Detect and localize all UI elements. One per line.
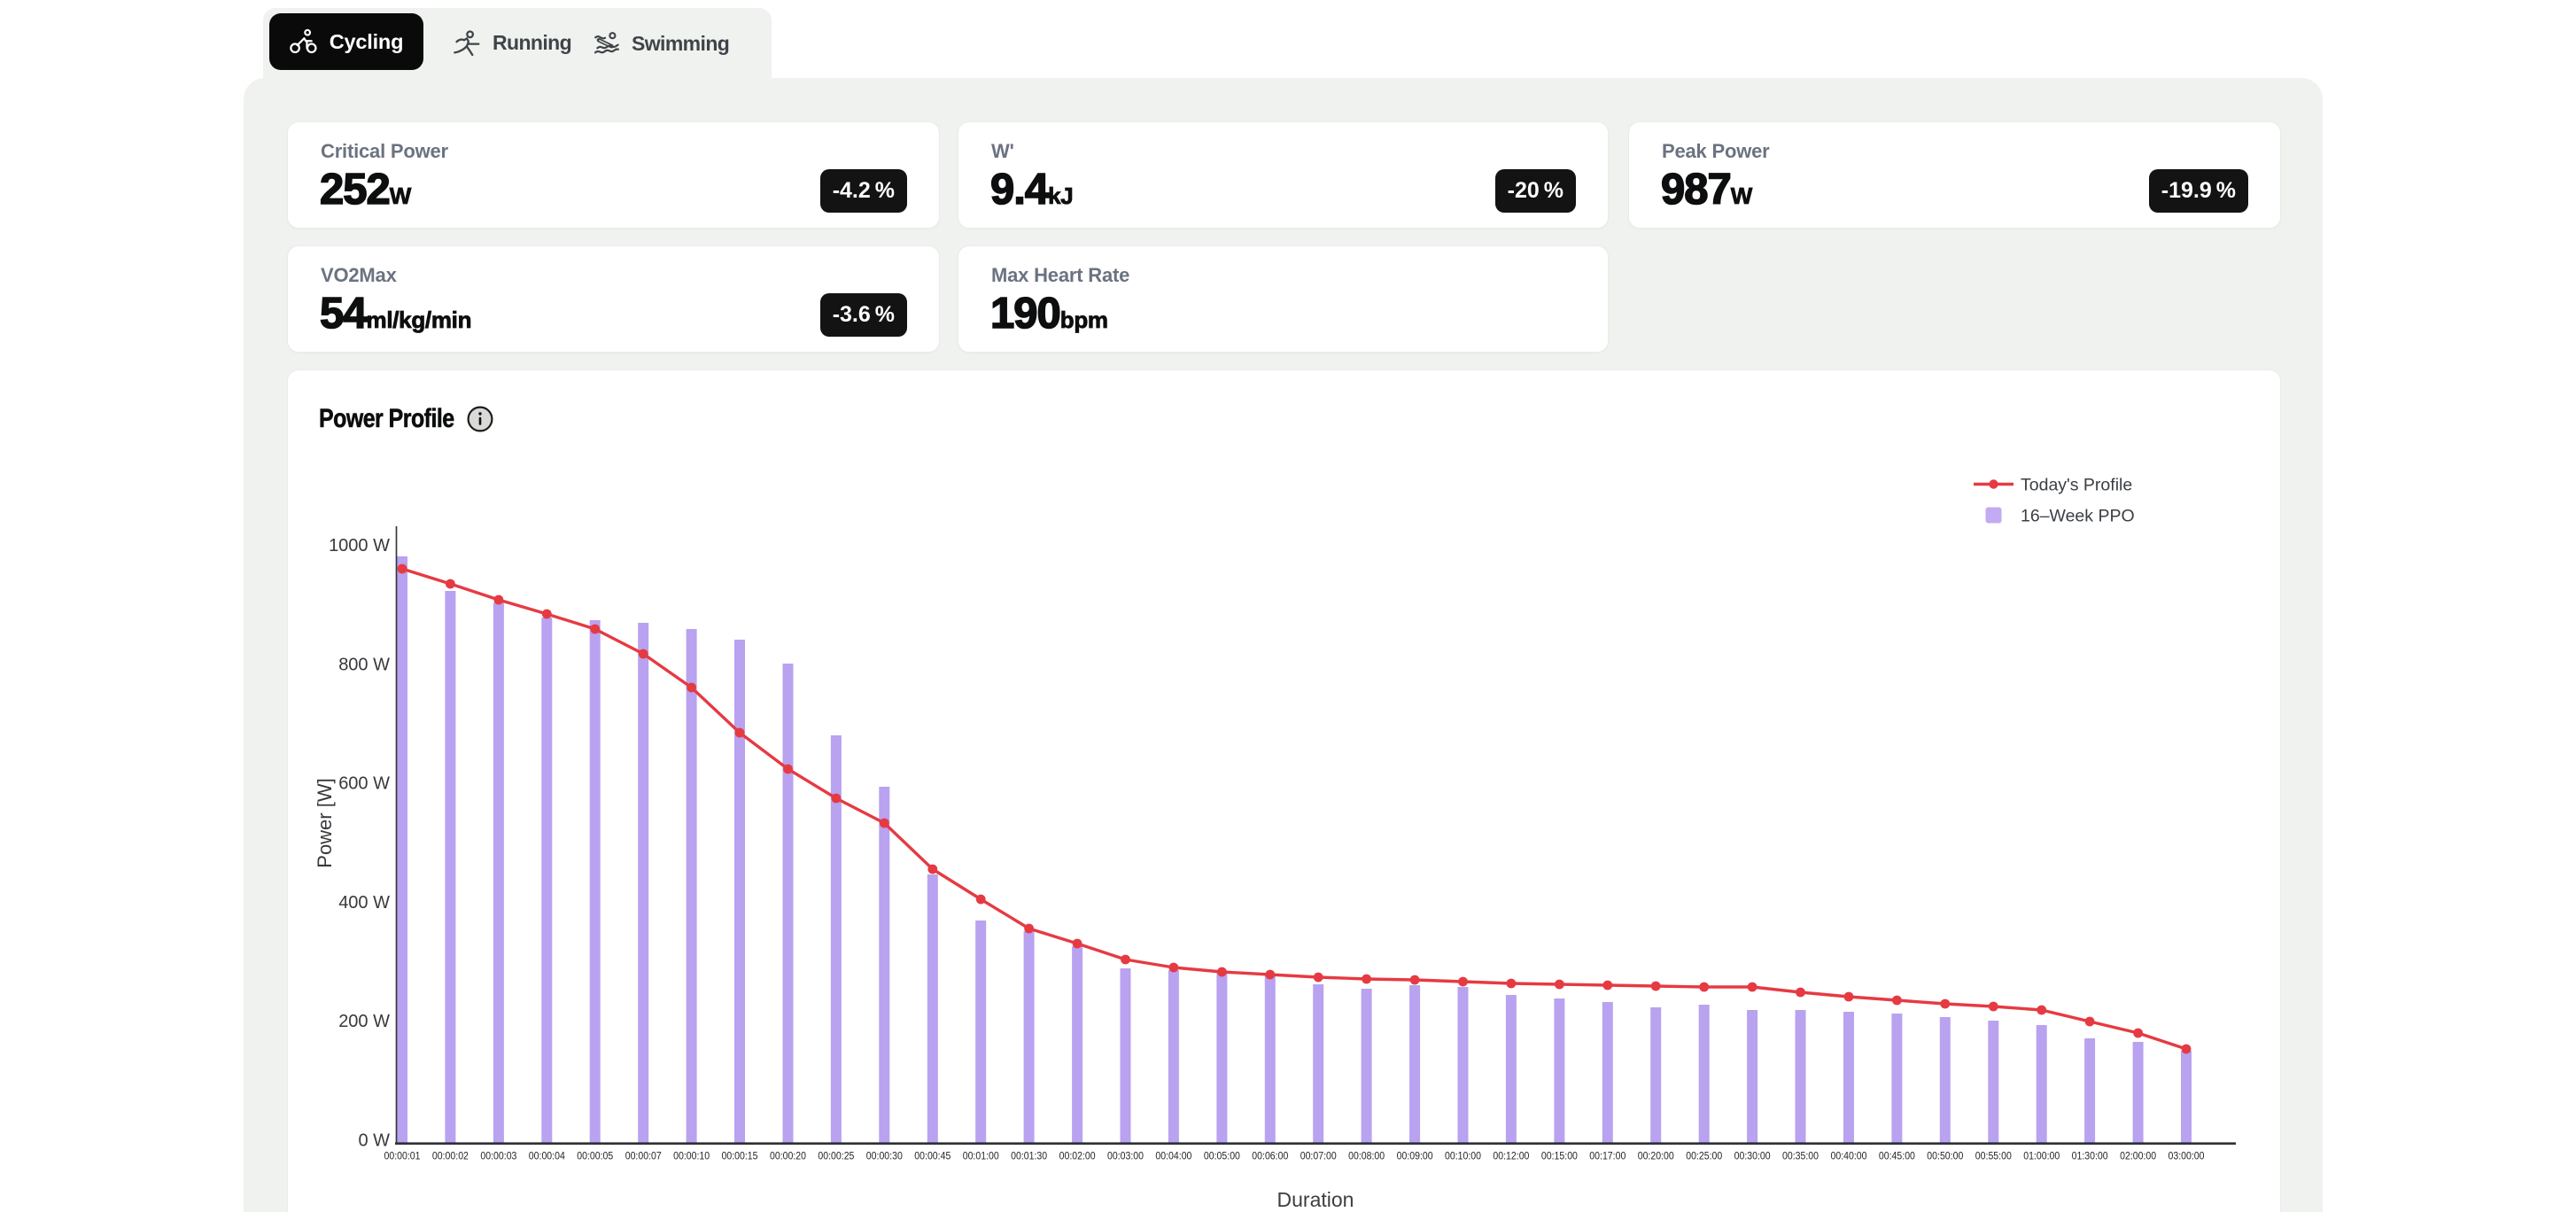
svg-text:00:12:00: 00:12:00 — [1493, 1151, 1529, 1162]
svg-text:00:20:00: 00:20:00 — [1638, 1151, 1674, 1162]
svg-text:00:15:00: 00:15:00 — [1541, 1151, 1578, 1162]
svg-text:00:17:00: 00:17:00 — [1589, 1151, 1626, 1162]
svg-text:00:35:00: 00:35:00 — [1782, 1151, 1819, 1162]
svg-text:00:00:30: 00:00:30 — [866, 1151, 903, 1162]
svg-text:16–Week PPO: 16–Week PPO — [2021, 507, 2135, 526]
svg-text:00:01:30: 00:01:30 — [1011, 1151, 1047, 1162]
svg-text:00:08:00: 00:08:00 — [1348, 1151, 1385, 1162]
svg-text:00:04:00: 00:04:00 — [1155, 1151, 1191, 1162]
svg-text:03:00:00: 03:00:00 — [2168, 1151, 2204, 1162]
svg-text:200 W: 200 W — [338, 1012, 390, 1031]
svg-text:00:00:04: 00:00:04 — [529, 1151, 566, 1162]
svg-text:00:45:00: 00:45:00 — [1879, 1151, 1915, 1162]
svg-text:00:01:00: 00:01:00 — [963, 1151, 999, 1162]
svg-text:00:02:00: 00:02:00 — [1059, 1151, 1096, 1162]
svg-text:00:00:02: 00:00:02 — [432, 1151, 469, 1162]
svg-text:00:00:45: 00:00:45 — [914, 1151, 950, 1162]
svg-text:00:07:00: 00:07:00 — [1300, 1151, 1337, 1162]
svg-text:600 W: 600 W — [338, 774, 390, 794]
svg-text:02:00:00: 02:00:00 — [2120, 1151, 2156, 1162]
svg-text:00:10:00: 00:10:00 — [1445, 1151, 1481, 1162]
svg-text:00:05:00: 00:05:00 — [1204, 1151, 1240, 1162]
svg-text:00:55:00: 00:55:00 — [1975, 1151, 2012, 1162]
svg-text:00:06:00: 00:06:00 — [1252, 1151, 1288, 1162]
svg-text:1000 W: 1000 W — [329, 536, 390, 556]
svg-text:00:00:10: 00:00:10 — [673, 1151, 710, 1162]
svg-text:00:00:25: 00:00:25 — [818, 1151, 854, 1162]
svg-text:Power [W]: Power [W] — [314, 778, 336, 867]
svg-text:00:50:00: 00:50:00 — [1927, 1151, 1963, 1162]
svg-text:00:40:00: 00:40:00 — [1830, 1151, 1866, 1162]
svg-text:00:00:05: 00:00:05 — [577, 1151, 613, 1162]
svg-text:00:30:00: 00:30:00 — [1734, 1151, 1771, 1162]
svg-text:01:00:00: 01:00:00 — [2023, 1151, 2060, 1162]
svg-text:00:09:00: 00:09:00 — [1397, 1151, 1433, 1162]
svg-text:00:03:00: 00:03:00 — [1107, 1151, 1144, 1162]
svg-text:Today's Profile: Today's Profile — [2021, 476, 2132, 495]
svg-text:00:00:07: 00:00:07 — [625, 1151, 662, 1162]
svg-text:01:30:00: 01:30:00 — [2072, 1151, 2108, 1162]
svg-text:00:00:01: 00:00:01 — [384, 1151, 420, 1162]
svg-text:00:00:03: 00:00:03 — [480, 1151, 516, 1162]
svg-text:0 W: 0 W — [358, 1131, 390, 1151]
svg-text:800 W: 800 W — [338, 655, 390, 674]
svg-text:00:25:00: 00:25:00 — [1686, 1151, 1722, 1162]
svg-text:Duration: Duration — [1277, 1188, 1354, 1211]
svg-text:00:00:20: 00:00:20 — [770, 1151, 806, 1162]
svg-text:400 W: 400 W — [338, 893, 390, 913]
svg-text:00:00:15: 00:00:15 — [721, 1151, 757, 1162]
